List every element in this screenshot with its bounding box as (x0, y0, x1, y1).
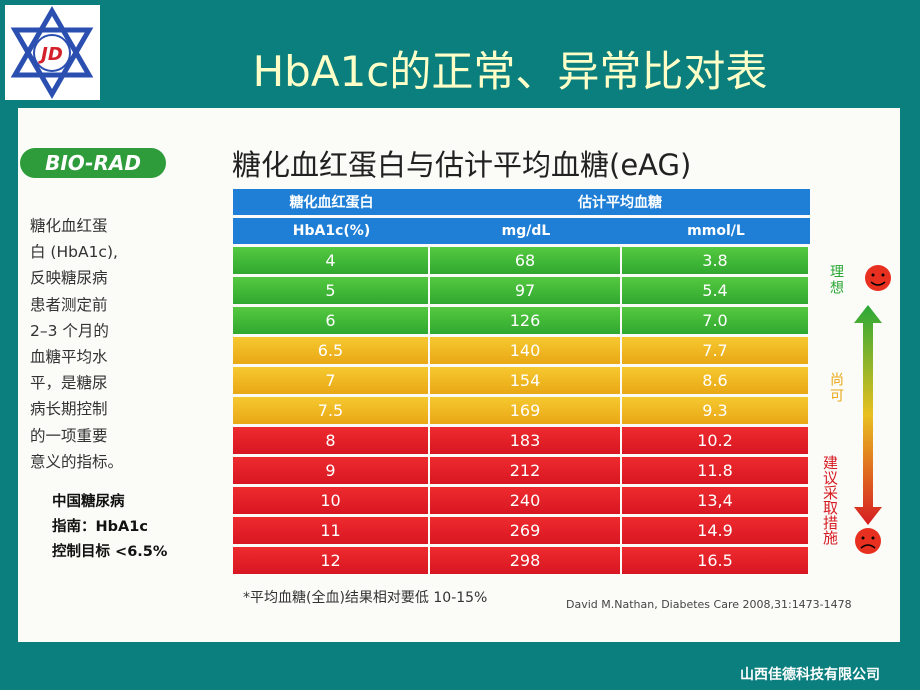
table-cell: 126 (430, 307, 622, 334)
description-line: 患者测定前 (30, 295, 108, 314)
table-cell: 6 (233, 307, 430, 334)
header-unit: HbA1c(%) (233, 218, 430, 244)
description-line: 平，是糖尿 (30, 374, 108, 393)
description-line: 2–3 个月的 (30, 321, 109, 340)
company-name: 山西佳德科技有限公司 (740, 667, 880, 683)
table-cell: 16.5 (622, 547, 810, 574)
table-row: 10 240 13,4 (233, 487, 810, 514)
table-cell: 7.0 (622, 307, 810, 334)
table-cell: 8 (233, 427, 430, 454)
table-cell: 9 (233, 457, 430, 484)
table-cell: 298 (430, 547, 622, 574)
logo-text: JD (38, 44, 63, 65)
guideline-line: 指南：HbA1c (52, 519, 148, 535)
table-cell: 240 (430, 487, 622, 514)
description-line: 的一项重要 (30, 426, 108, 445)
table-cell: 7.7 (622, 337, 810, 364)
header-group: 糖化血红蛋白 (233, 189, 430, 215)
table-cell: 5.4 (622, 277, 810, 304)
side-label: 建议采取措施 (821, 455, 839, 545)
header-group: 估计平均血糖 (430, 189, 810, 215)
table-cell: 5 (233, 277, 430, 304)
table-cell: 10 (233, 487, 430, 514)
table-cell: 7 (233, 367, 430, 394)
description-line: 白 (HbA1c), (30, 243, 118, 262)
table-cell: 212 (430, 457, 622, 484)
table-cell: 11 (233, 517, 430, 544)
table-cell: 10.2 (622, 427, 810, 454)
table-cell: 9.3 (622, 397, 810, 424)
description-line: 反映糖尿病 (30, 269, 108, 288)
description-line: 意义的指标。 (30, 452, 124, 471)
table-row: 4 68 3.8 (233, 247, 810, 274)
table-cell: 13,4 (622, 487, 810, 514)
table-cell: 269 (430, 517, 622, 544)
table-title: 糖化血红蛋白与估计平均血糖(eAG) (232, 148, 692, 182)
guideline-line: 控制目标 <6.5% (52, 544, 168, 560)
table-row: 6 126 7.0 (233, 307, 810, 334)
description-line: 病长期控制 (30, 400, 108, 419)
brand-badge: BIO-RAD (20, 148, 166, 178)
table-row: 12 298 16.5 (233, 547, 810, 574)
table-cell: 183 (430, 427, 622, 454)
description-line: 糖化血红蛋 (30, 217, 108, 235)
scale-graphic (854, 265, 891, 554)
table-cell: 8.6 (622, 367, 810, 394)
slide-title: HbA1c的正常、异常比对表 (252, 47, 768, 96)
description-line: 血糖平均水 (30, 348, 108, 366)
table-cell: 154 (430, 367, 622, 394)
guideline-line: 中国糖尿病 (52, 494, 125, 510)
logo: JD (5, 5, 100, 100)
table-row: 8 183 10.2 (233, 427, 810, 454)
table-cell: 140 (430, 337, 622, 364)
table-row: 6.5 140 7.7 (233, 337, 810, 364)
table-cell: 68 (430, 247, 622, 274)
table-cell: 169 (430, 397, 622, 424)
header-unit: mmol/L (622, 218, 810, 244)
table-cell: 7.5 (233, 397, 430, 424)
citation: David M.Nathan, Diabetes Care 2008,31:14… (566, 598, 852, 611)
table-cell: 11.8 (622, 457, 810, 484)
table-row: 11 269 14.9 (233, 517, 810, 544)
side-label: 尚可 (828, 372, 844, 404)
table-row: 7.5 169 9.3 (233, 397, 810, 424)
table-cell: 12 (233, 547, 430, 574)
data-table: 糖化血红蛋白 估计平均血糖 HbA1c(%) mg/dL mmol/L 4 68 3.8 5… (233, 186, 810, 577)
table-cell: 3.8 (622, 247, 810, 274)
table-cell: 6.5 (233, 337, 430, 364)
footnote: *平均血糖(全血)结果相对要低 10-15% (243, 590, 488, 606)
table-cell: 4 (233, 247, 430, 274)
table-cell: 14.9 (622, 517, 810, 544)
header-unit: mg/dL (430, 218, 622, 244)
table-row: 5 97 5.4 (233, 277, 810, 304)
table-row: 9 212 11.8 (233, 457, 810, 484)
table-cell: 97 (430, 277, 622, 304)
side-label: 理想 (828, 264, 844, 296)
logo-graphic: JD (10, 6, 94, 99)
table-row: 7 154 8.6 (233, 367, 810, 394)
